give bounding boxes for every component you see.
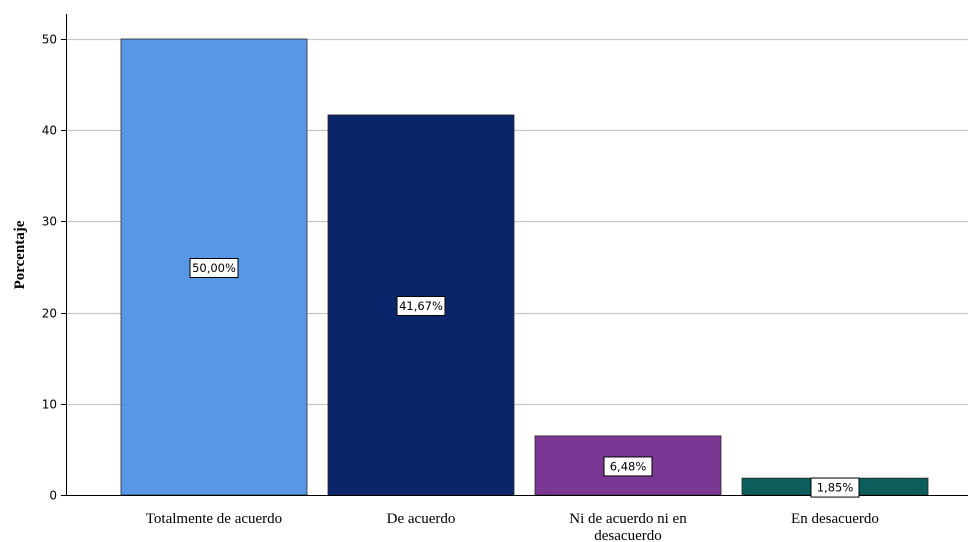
data-label-text: 1,85%	[817, 481, 854, 495]
data-label-box	[396, 295, 446, 316]
y-tick-label: 40	[42, 124, 57, 138]
y-tick-label: 10	[42, 398, 57, 412]
data-label-box	[603, 456, 653, 477]
data-label: 41,67%	[396, 295, 446, 316]
y-tick-labels: 0 10 20 30 40 50	[42, 33, 57, 503]
data-labels: 50,00% 41,67% 6,48% 1,85%	[189, 258, 860, 498]
data-label: 50,00%	[189, 258, 239, 278]
bars	[120, 38, 929, 496]
y-tick-label: 30	[42, 215, 57, 229]
category-label: En desacuerdo	[791, 511, 879, 527]
data-label: 1,85%	[810, 477, 860, 498]
data-label-text: 6,48%	[610, 459, 647, 473]
data-label: 6,48%	[603, 456, 653, 477]
data-label-text: 50,00%	[192, 261, 236, 275]
y-tick-label: 50	[42, 33, 57, 47]
category-label: Ni de acuerdo ni en desacuerdo	[569, 511, 687, 542]
y-tick-label: 0	[49, 489, 57, 503]
data-label-box	[189, 258, 239, 278]
data-label-text: 41,67%	[399, 299, 443, 313]
category-label: De acuerdo	[387, 511, 456, 527]
category-label: Totalmente de acuerdo	[146, 511, 282, 527]
y-tick-label: 20	[42, 307, 57, 321]
data-label-box	[810, 477, 860, 498]
y-axis-title: Porcentaje	[12, 220, 28, 289]
category-labels: Totalmente de acuerdo De acuerdo Ni de acu…	[146, 511, 879, 542]
